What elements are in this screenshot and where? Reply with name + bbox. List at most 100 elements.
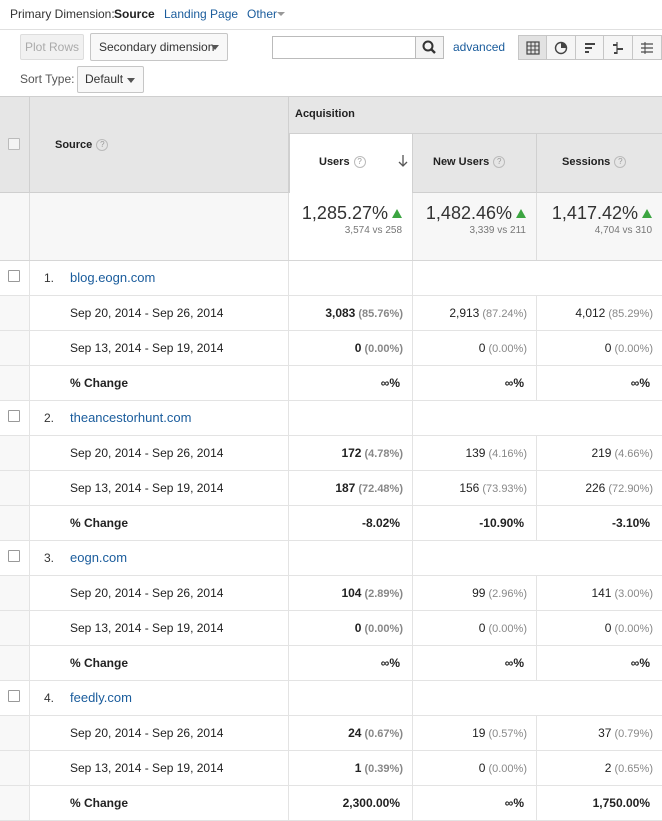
summary-row: 1,285.27% 3,574 vs 258 1,482.46% 3,339 v… bbox=[0, 193, 662, 261]
source-row: 1. blog.eogn.com bbox=[0, 261, 662, 296]
row-checkbox[interactable] bbox=[8, 410, 20, 422]
sessions-cell: ∞% bbox=[537, 646, 662, 680]
source-link[interactable]: eogn.com bbox=[70, 550, 128, 565]
users-column-header[interactable]: Users? bbox=[289, 134, 413, 193]
advanced-filter-link[interactable]: advanced bbox=[453, 40, 506, 54]
cell-value: -8.02% bbox=[361, 516, 400, 530]
sessions-summary-cell: 1,417.42% 4,704 vs 310 bbox=[537, 193, 662, 260]
secondary-dimension-dropdown[interactable]: Secondary dimension bbox=[90, 33, 228, 61]
cell-value: 0 bbox=[478, 621, 486, 635]
users-cell: 104 (2.89%) bbox=[289, 576, 413, 610]
source-header-label: Source bbox=[55, 139, 93, 151]
sort-type-dropdown[interactable]: Default bbox=[77, 66, 144, 93]
help-icon[interactable]: ? bbox=[353, 156, 366, 169]
source-link[interactable]: feedly.com bbox=[70, 690, 132, 705]
row-index: 3. bbox=[44, 551, 55, 565]
view-grid-button[interactable] bbox=[519, 36, 548, 59]
new-users-summary-pct: 1,482.46% bbox=[425, 203, 512, 223]
new-users-cell: 0 (0.00%) bbox=[413, 331, 537, 365]
cell-percent: (0.00%) bbox=[488, 763, 527, 775]
sort-descending-icon bbox=[398, 155, 408, 167]
search-input[interactable] bbox=[272, 36, 416, 59]
search-icon bbox=[422, 40, 436, 54]
row-index: 1. bbox=[44, 271, 55, 285]
help-icon[interactable]: ? bbox=[614, 156, 627, 169]
row-label: Sep 13, 2014 - Sep 19, 2014 bbox=[70, 621, 224, 635]
cell-value: 4,012 bbox=[575, 306, 606, 320]
chevron-down-icon[interactable] bbox=[277, 12, 285, 16]
cell-value: 37 bbox=[598, 726, 612, 740]
row-label: Sep 20, 2014 - Sep 26, 2014 bbox=[70, 446, 224, 460]
users-summary-cell: 1,285.27% 3,574 vs 258 bbox=[289, 193, 413, 260]
new-users-header-label: New Users bbox=[433, 156, 490, 168]
header-checkbox-cell bbox=[0, 97, 30, 193]
source-link[interactable]: blog.eogn.com bbox=[70, 270, 156, 285]
acquisition-label: Acquisition bbox=[295, 108, 355, 120]
users-cell: 24 (0.67%) bbox=[289, 716, 413, 750]
view-performance-button[interactable] bbox=[576, 36, 605, 59]
cell-percent: (0.00%) bbox=[364, 623, 403, 635]
cell-value: ∞% bbox=[504, 656, 524, 670]
sessions-column-header[interactable]: Sessions? bbox=[537, 134, 662, 193]
users-cell: 0 (0.00%) bbox=[289, 331, 413, 365]
cell-value: 156 bbox=[459, 481, 480, 495]
source-column-header[interactable]: Source? bbox=[30, 97, 289, 193]
cell-value: 2,300.00% bbox=[342, 796, 400, 810]
row-checkbox[interactable] bbox=[8, 690, 20, 702]
row-label: Sep 13, 2014 - Sep 19, 2014 bbox=[70, 761, 224, 775]
cell-percent: (0.00%) bbox=[488, 623, 527, 635]
row-label: % Change bbox=[70, 796, 129, 810]
acquisition-group-header: Acquisition bbox=[289, 97, 662, 134]
sessions-header-label: Sessions bbox=[562, 156, 611, 168]
row-label: % Change bbox=[70, 516, 129, 530]
primary-dimension-label: Primary Dimension: bbox=[10, 7, 115, 21]
users-cell: 0 (0.00%) bbox=[289, 611, 413, 645]
percent-change-row: % Change -8.02% -10.90% -3.10% bbox=[0, 506, 662, 541]
sort-type-label: Sort Type: bbox=[20, 72, 75, 86]
cell-value: 2 bbox=[604, 761, 612, 775]
dimension-other-link[interactable]: Other bbox=[247, 7, 278, 21]
primary-dimension-bar: Primary Dimension: Source Landing Page O… bbox=[0, 0, 662, 30]
sessions-cell: 0 (0.00%) bbox=[537, 331, 662, 365]
plot-rows-button[interactable]: Plot Rows bbox=[20, 34, 84, 60]
sort-type-value: Default bbox=[85, 72, 124, 86]
row-checkbox[interactable] bbox=[8, 270, 20, 282]
cell-value: 19 bbox=[472, 726, 486, 740]
cell-value: 187 bbox=[335, 481, 356, 495]
new-users-cell: 0 (0.00%) bbox=[413, 611, 537, 645]
date-range-row: Sep 20, 2014 - Sep 26, 2014 104 (2.89%) 99(… bbox=[0, 576, 662, 611]
date-range-row: Sep 13, 2014 - Sep 19, 2014 0 (0.00%) 0 (0.0… bbox=[0, 331, 662, 366]
help-icon[interactable]: ? bbox=[96, 139, 109, 152]
cell-value: ∞% bbox=[504, 376, 524, 390]
new-users-cell: -10.90% bbox=[413, 506, 537, 540]
date-range-row: Sep 13, 2014 - Sep 19, 2014 1 (0.39%) 0 (0.0… bbox=[0, 751, 662, 786]
pivot-icon bbox=[640, 41, 653, 54]
users-cell: 2,300.00% bbox=[289, 786, 413, 820]
cell-percent: (72.48%) bbox=[358, 483, 403, 495]
dimension-landing-page-link[interactable]: Landing Page bbox=[164, 7, 239, 21]
new-users-cell: 139 (4.16%) bbox=[413, 436, 537, 470]
new-users-cell: 0 (0.00%) bbox=[413, 751, 537, 785]
row-checkbox[interactable] bbox=[8, 550, 20, 562]
cell-percent: (0.65%) bbox=[614, 763, 653, 775]
search-button[interactable] bbox=[415, 36, 444, 59]
source-link[interactable]: theancestorhunt.com bbox=[70, 410, 192, 425]
cell-value: ∞% bbox=[380, 376, 400, 390]
select-all-checkbox[interactable] bbox=[8, 138, 20, 150]
new-users-cell: ∞% bbox=[413, 646, 537, 680]
row-index: 4. bbox=[44, 691, 55, 705]
sessions-cell: 1,750.00% bbox=[537, 786, 662, 820]
new-users-column-header[interactable]: New Users? bbox=[413, 134, 537, 193]
view-pivot-button[interactable] bbox=[633, 36, 661, 59]
new-users-summary-cell: 1,482.46% 3,339 vs 211 bbox=[413, 193, 537, 260]
help-icon[interactable]: ? bbox=[493, 156, 506, 169]
row-label: Sep 13, 2014 - Sep 19, 2014 bbox=[70, 341, 224, 355]
view-comparison-button[interactable] bbox=[604, 36, 633, 59]
new-users-summary-vs: 3,339 vs 211 bbox=[469, 225, 526, 236]
users-header-label: Users bbox=[319, 156, 350, 168]
sessions-cell: 226 (72.90%) bbox=[537, 471, 662, 505]
cell-value: -10.90% bbox=[479, 516, 524, 530]
view-pie-button[interactable] bbox=[547, 36, 576, 59]
new-users-cell: 156 (73.93%) bbox=[413, 471, 537, 505]
source-row: 3. eogn.com bbox=[0, 541, 662, 576]
